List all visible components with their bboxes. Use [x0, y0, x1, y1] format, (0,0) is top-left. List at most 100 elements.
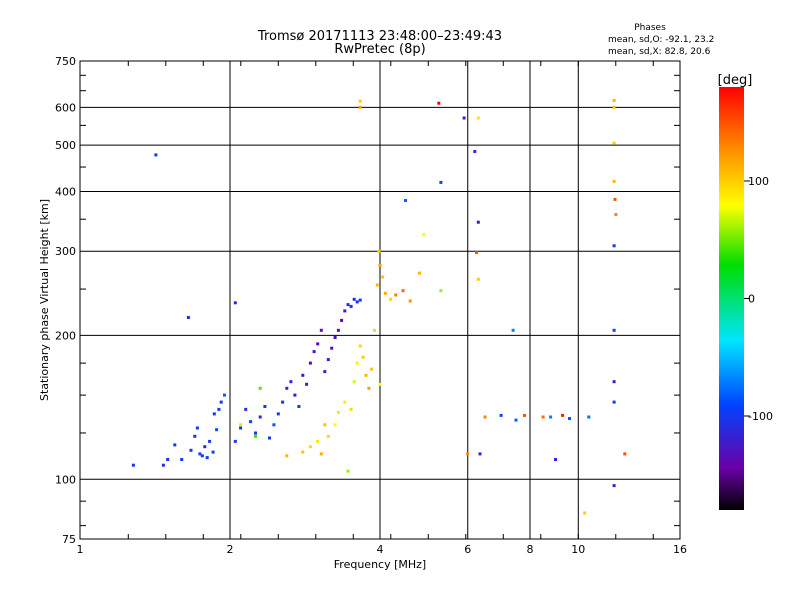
data-point [375, 283, 379, 287]
data-point [549, 415, 553, 419]
data-point [377, 249, 381, 253]
plot-frame [79, 60, 681, 540]
data-point [408, 299, 412, 303]
data-point [483, 415, 487, 419]
data-point [612, 328, 616, 332]
data-point [333, 423, 337, 427]
x-tick-label: 2 [227, 543, 234, 556]
data-point [541, 415, 545, 419]
data-point [208, 439, 212, 443]
data-point [263, 405, 267, 408]
data-point [475, 251, 479, 255]
data-point [367, 386, 371, 390]
data-point [258, 386, 262, 390]
axis-ticks: 1 2 4 6 8 10 16 75 100 200 300 400 500 600 750 [55, 55, 687, 556]
data-point [189, 448, 193, 452]
data-point [326, 434, 330, 438]
data-point [217, 407, 221, 411]
data-point [186, 316, 190, 319]
data-point [381, 275, 385, 279]
data-point [212, 412, 216, 416]
data-point [285, 386, 289, 390]
colorbar-tick-label: -100 [748, 410, 773, 423]
data-point [289, 380, 293, 384]
data-point [612, 400, 616, 404]
data-point [612, 484, 616, 488]
legend-title: Phases [634, 23, 666, 33]
data-point [476, 220, 480, 224]
data-point [154, 153, 158, 157]
data-point [358, 298, 362, 302]
data-point [319, 452, 323, 456]
data-point [383, 291, 387, 295]
data-point [466, 452, 470, 456]
data-point [612, 105, 616, 109]
data-point [323, 370, 327, 374]
colorbar-label: [deg] [718, 73, 753, 88]
data-point [352, 380, 356, 384]
colorbar-tick-label: 100 [748, 175, 769, 188]
data-point [358, 344, 362, 348]
data-point [439, 289, 443, 293]
data-point [346, 469, 350, 473]
data-point [249, 420, 253, 424]
x-tick-label: 16 [673, 543, 687, 556]
data-point [193, 434, 197, 438]
colorbar-tick-label: 0 [748, 293, 755, 306]
data-point [198, 452, 202, 456]
data-point [239, 423, 243, 427]
data-point [323, 423, 327, 427]
data-point [370, 367, 374, 371]
data-point [422, 233, 426, 237]
x-tick-label: 6 [464, 543, 471, 556]
legend-line-x: mean, sd,X: 82.8, 20.6 [608, 47, 711, 57]
data-point [312, 350, 316, 354]
data-point [378, 264, 382, 267]
data-point [333, 336, 337, 339]
y-axis-label: Stationary phase Virtual Height [km] [38, 199, 51, 401]
data-point [211, 450, 215, 454]
data-point [340, 318, 344, 322]
data-point [349, 407, 353, 411]
data-point [131, 463, 135, 467]
data-point [268, 436, 271, 440]
data-point [583, 511, 587, 515]
grid-lines [80, 61, 680, 539]
data-point [462, 116, 466, 120]
data-point [476, 116, 480, 120]
data-point [612, 99, 616, 102]
y-tick-label: 400 [55, 185, 76, 198]
data-point [614, 213, 618, 216]
data-point [623, 452, 627, 456]
data-point [258, 415, 262, 419]
data-points [131, 99, 627, 515]
data-point [244, 407, 248, 411]
data-point [215, 428, 219, 432]
data-point [404, 199, 407, 202]
data-point [336, 328, 340, 332]
data-point [612, 244, 616, 248]
data-point [254, 431, 257, 435]
data-point [554, 458, 557, 461]
data-point [293, 393, 297, 397]
y-tick-label: 200 [55, 329, 76, 342]
x-tick-label: 4 [377, 543, 384, 556]
data-point [355, 300, 359, 304]
data-point [473, 150, 477, 153]
data-point [378, 382, 382, 386]
data-point [349, 304, 353, 308]
data-point [343, 400, 347, 404]
data-point [297, 405, 301, 408]
data-point [203, 445, 207, 449]
data-point [394, 293, 398, 297]
data-point [401, 289, 405, 293]
data-point [373, 328, 376, 332]
data-point [587, 415, 591, 419]
data-point [343, 309, 347, 313]
data-point [346, 303, 350, 307]
data-point [233, 439, 237, 443]
data-point [205, 456, 209, 460]
data-point [301, 450, 305, 454]
data-point [352, 297, 356, 301]
data-point [612, 141, 616, 145]
